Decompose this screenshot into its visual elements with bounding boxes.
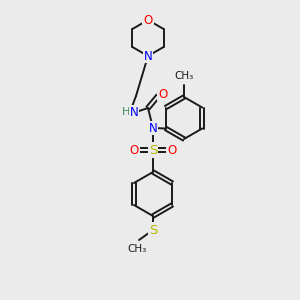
Text: N: N: [144, 50, 152, 62]
Text: CH₃: CH₃: [128, 244, 147, 254]
Text: O: O: [129, 143, 139, 157]
Text: N: N: [130, 106, 138, 118]
Text: N: N: [148, 122, 158, 134]
Text: O: O: [158, 88, 168, 100]
Text: O: O: [167, 143, 177, 157]
Text: H: H: [122, 107, 130, 117]
Text: S: S: [149, 143, 157, 157]
Text: S: S: [149, 224, 157, 236]
Text: O: O: [143, 14, 153, 26]
Text: CH₃: CH₃: [174, 71, 194, 81]
